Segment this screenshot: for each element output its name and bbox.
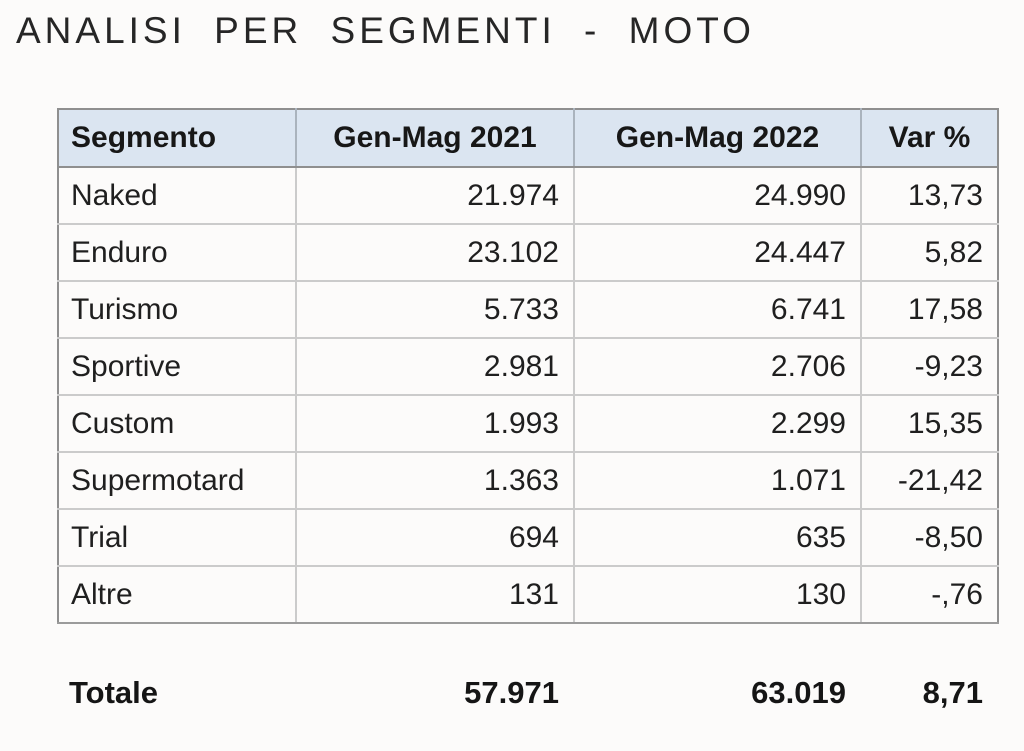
table-row: Trial 694 635 -8,50 bbox=[57, 508, 999, 567]
cell-gen-mag-2022: 2.299 bbox=[573, 394, 862, 453]
table-row: Naked 21.974 24.990 13,73 bbox=[57, 166, 999, 225]
cell-segment: Turismo bbox=[57, 280, 297, 339]
cell-gen-mag-2022: 24.447 bbox=[573, 223, 862, 282]
cell-var-pct: -21,42 bbox=[860, 451, 999, 510]
cell-gen-mag-2021: 694 bbox=[295, 508, 575, 567]
total-gen-mag-2022: 63.019 bbox=[751, 675, 846, 710]
cell-var-pct: -8,50 bbox=[860, 508, 999, 567]
table-row: Altre 131 130 -,76 bbox=[57, 565, 999, 624]
cell-gen-mag-2022: 130 bbox=[573, 565, 862, 624]
cell-gen-mag-2021: 21.974 bbox=[295, 166, 575, 225]
cell-gen-mag-2022: 6.741 bbox=[573, 280, 862, 339]
table-header: Segmento Gen-Mag 2021 Gen-Mag 2022 Var % bbox=[57, 108, 999, 168]
header-row: Segmento Gen-Mag 2021 Gen-Mag 2022 Var % bbox=[57, 108, 999, 168]
segments-table: Segmento Gen-Mag 2021 Gen-Mag 2022 Var %… bbox=[57, 108, 999, 624]
cell-gen-mag-2021: 2.981 bbox=[295, 337, 575, 396]
cell-segment: Custom bbox=[57, 394, 297, 453]
cell-gen-mag-2021: 23.102 bbox=[295, 223, 575, 282]
cell-var-pct: 13,73 bbox=[860, 166, 999, 225]
cell-segment: Sportive bbox=[57, 337, 297, 396]
cell-var-pct: 15,35 bbox=[860, 394, 999, 453]
header-var-pct: Var % bbox=[860, 108, 999, 168]
table-row: Enduro 23.102 24.447 5,82 bbox=[57, 223, 999, 282]
cell-gen-mag-2021: 1.993 bbox=[295, 394, 575, 453]
cell-segment: Supermotard bbox=[57, 451, 297, 510]
cell-var-pct: -,76 bbox=[860, 565, 999, 624]
cell-segment: Altre bbox=[57, 565, 297, 624]
header-segmento: Segmento bbox=[57, 108, 297, 168]
total-label: Totale bbox=[69, 675, 158, 710]
cell-gen-mag-2021: 131 bbox=[295, 565, 575, 624]
cell-gen-mag-2021: 1.363 bbox=[295, 451, 575, 510]
total-gen-mag-2021: 57.971 bbox=[464, 675, 559, 710]
table-body: Naked 21.974 24.990 13,73 Enduro 23.102 24.447… bbox=[57, 166, 999, 624]
table-row: Sportive 2.981 2.706 -9,23 bbox=[57, 337, 999, 396]
cell-segment: Trial bbox=[57, 508, 297, 567]
header-gen-mag-2022: Gen-Mag 2022 bbox=[573, 108, 862, 168]
cell-gen-mag-2022: 2.706 bbox=[573, 337, 862, 396]
cell-var-pct: -9,23 bbox=[860, 337, 999, 396]
cell-gen-mag-2022: 635 bbox=[573, 508, 862, 567]
total-var-pct: 8,71 bbox=[922, 675, 983, 710]
cell-segment: Enduro bbox=[57, 223, 297, 282]
cell-gen-mag-2022: 24.990 bbox=[573, 166, 862, 225]
header-gen-mag-2021: Gen-Mag 2021 bbox=[295, 108, 575, 168]
cell-gen-mag-2021: 5.733 bbox=[295, 280, 575, 339]
cell-gen-mag-2022: 1.071 bbox=[573, 451, 862, 510]
page-title: ANALISI PER SEGMENTI - MOTO bbox=[16, 10, 755, 51]
table-row: Supermotard 1.363 1.071 -21,42 bbox=[57, 451, 999, 510]
cell-segment: Naked bbox=[57, 166, 297, 225]
table-row: Turismo 5.733 6.741 17,58 bbox=[57, 280, 999, 339]
cell-var-pct: 17,58 bbox=[860, 280, 999, 339]
total-row: Totale 57.971 63.019 8,71 bbox=[57, 664, 997, 722]
cell-var-pct: 5,82 bbox=[860, 223, 999, 282]
table-row: Custom 1.993 2.299 15,35 bbox=[57, 394, 999, 453]
